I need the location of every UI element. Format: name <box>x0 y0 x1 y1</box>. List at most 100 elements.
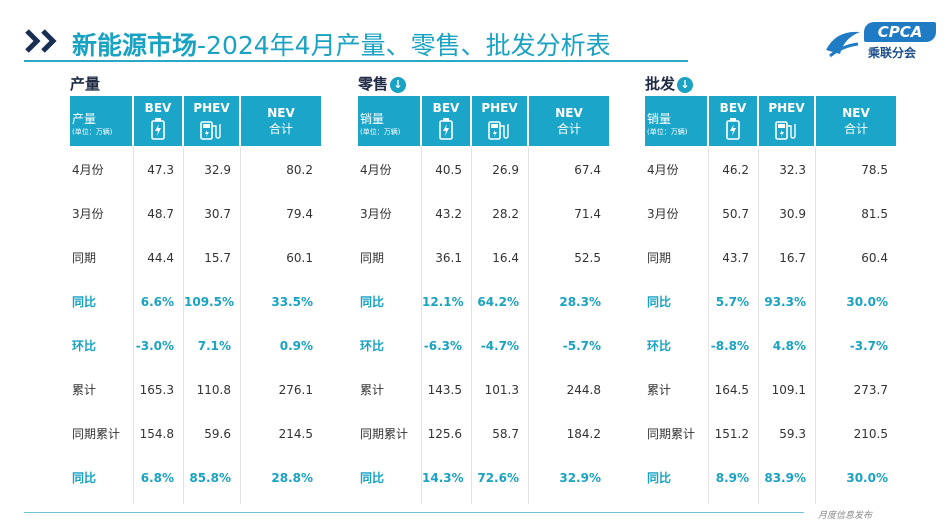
phev-value: 109.5% <box>184 295 234 309</box>
table-header-cell: BEV <box>709 96 757 146</box>
section-label-text: 产量 <box>70 75 101 93</box>
table-row: 环比 -3.0% 7.1% 0.9% <box>70 324 323 368</box>
table-row: 环比 -8.8% 4.8% -3.7% <box>645 324 898 368</box>
header-unit: (单位：万辆) <box>360 128 401 136</box>
phev-value: 59.6 <box>204 427 231 441</box>
bev-value: 8.9% <box>715 471 749 485</box>
row-label: 3月份 <box>72 207 104 221</box>
footer-text: 月度信息发布 <box>818 511 873 521</box>
header-nev-sum: 合计 <box>843 122 868 136</box>
nev-value: 214.5 <box>278 427 313 441</box>
bev-value: 14.3% <box>422 471 464 485</box>
table-row: 同比 6.6% 109.5% 33.5% <box>70 280 323 324</box>
table-row: 同期累计 151.2 59.3 210.5 <box>645 412 898 456</box>
row-label: 同期累计 <box>72 427 121 441</box>
header-bev: BEV <box>144 101 172 115</box>
header-nev-sum: 合计 <box>556 122 581 136</box>
header-phev: PHEV <box>481 101 518 115</box>
nev-value: 79.4 <box>286 207 313 221</box>
table-row: 4月份 40.5 26.9 67.4 <box>358 148 611 192</box>
table-row: 4月份 47.3 32.9 80.2 <box>70 148 323 192</box>
column-divider <box>133 148 134 504</box>
nev-value: 60.1 <box>286 251 313 265</box>
column-divider <box>471 148 472 504</box>
charging-pump-icon <box>487 121 509 140</box>
row-label: 累计 <box>360 383 385 397</box>
bev-value: 165.3 <box>139 383 174 397</box>
row-label: 同比 <box>360 295 385 309</box>
footer-line <box>24 512 804 513</box>
bev-value: 43.2 <box>435 207 462 221</box>
nev-value: 273.7 <box>853 383 888 397</box>
phev-value: 58.7 <box>492 427 519 441</box>
table-row: 4月份 46.2 32.3 78.5 <box>645 148 898 192</box>
row-label: 同期累计 <box>360 427 409 441</box>
header-bev: BEV <box>719 101 747 115</box>
table-header-cell: 产量 (单位：万辆) <box>70 96 132 146</box>
nev-value: -5.7% <box>562 339 601 353</box>
charging-pump-icon <box>774 121 796 140</box>
table-row: 3月份 43.2 28.2 71.4 <box>358 192 611 236</box>
table-header-cell: NEV 合计 <box>241 96 321 146</box>
table-row: 同期累计 125.6 58.7 184.2 <box>358 412 611 456</box>
row-label: 同期 <box>360 251 385 265</box>
table-header-cell: PHEV <box>184 96 239 146</box>
table-row: 同期 36.1 16.4 52.5 <box>358 236 611 280</box>
table-header-cell: 销量 (单位：万辆) <box>645 96 707 146</box>
phev-value: 30.7 <box>204 207 231 221</box>
nev-value: 67.4 <box>574 163 601 177</box>
nev-value: 33.5% <box>271 295 313 309</box>
phev-value: 32.3 <box>779 163 806 177</box>
header-nev: NEV <box>555 106 583 120</box>
row-label: 同比 <box>647 295 672 309</box>
table-row: 同比 6.8% 85.8% 28.8% <box>70 456 323 500</box>
logo-cpca-text: CPCA <box>864 22 936 42</box>
table-row: 累计 143.5 101.3 244.8 <box>358 368 611 412</box>
battery-icon <box>726 118 740 140</box>
header-nev-sum: 合计 <box>268 122 293 136</box>
phev-value: 28.2 <box>492 207 519 221</box>
column-divider <box>528 148 529 504</box>
row-label: 3月份 <box>647 207 679 221</box>
table-row: 同期 44.4 15.7 60.1 <box>70 236 323 280</box>
phev-value: 83.9% <box>764 471 806 485</box>
charging-pump-icon <box>199 121 221 140</box>
header-nev: NEV <box>842 106 870 120</box>
table-row: 同比 8.9% 83.9% 30.0% <box>645 456 898 500</box>
column-divider <box>421 148 422 504</box>
nev-value: 32.9% <box>559 471 601 485</box>
phev-value: 15.7 <box>204 251 231 265</box>
nev-value: 184.2 <box>566 427 601 441</box>
header-phev: PHEV <box>193 101 230 115</box>
table-header-cell: 销量 (单位：万辆) <box>358 96 420 146</box>
row-label: 同比 <box>72 295 97 309</box>
table-row: 环比 -6.3% -4.7% -5.7% <box>358 324 611 368</box>
table-row: 同比 5.7% 93.3% 30.0% <box>645 280 898 324</box>
row-label: 4月份 <box>360 163 392 177</box>
phev-value: 109.1 <box>771 383 806 397</box>
row-label: 同期累计 <box>647 427 696 441</box>
bev-value: 36.1 <box>435 251 462 265</box>
nev-value: 244.8 <box>566 383 601 397</box>
column-divider <box>758 148 759 504</box>
bev-value: 46.2 <box>722 163 749 177</box>
page-title: 新能源市场-2024年4月产量、零售、批发分析表 <box>72 26 611 62</box>
row-label: 4月份 <box>72 163 104 177</box>
header-unit: (单位：万辆) <box>647 128 688 136</box>
section-label-text: 批发 <box>645 75 676 93</box>
header-metric: 销量 <box>360 112 385 126</box>
section-label: 批发 ↓ <box>645 73 694 94</box>
header-metric: 销量 <box>647 112 672 126</box>
section-label-text: 零售 <box>358 75 389 93</box>
row-label: 环比 <box>72 339 97 353</box>
logo-cn-text: 乘联分会 <box>868 46 917 60</box>
nev-value: 210.5 <box>853 427 888 441</box>
table-header-cell: PHEV <box>472 96 527 146</box>
row-label: 4月份 <box>647 163 679 177</box>
nev-value: 28.8% <box>271 471 313 485</box>
double-chevron-icon <box>25 29 57 53</box>
table-row: 同期累计 154.8 59.6 214.5 <box>70 412 323 456</box>
section-label: 零售 ↓ <box>358 73 407 94</box>
arrow-down-circle-icon: ↓ <box>390 76 407 93</box>
table-header-cell: NEV 合计 <box>816 96 896 146</box>
